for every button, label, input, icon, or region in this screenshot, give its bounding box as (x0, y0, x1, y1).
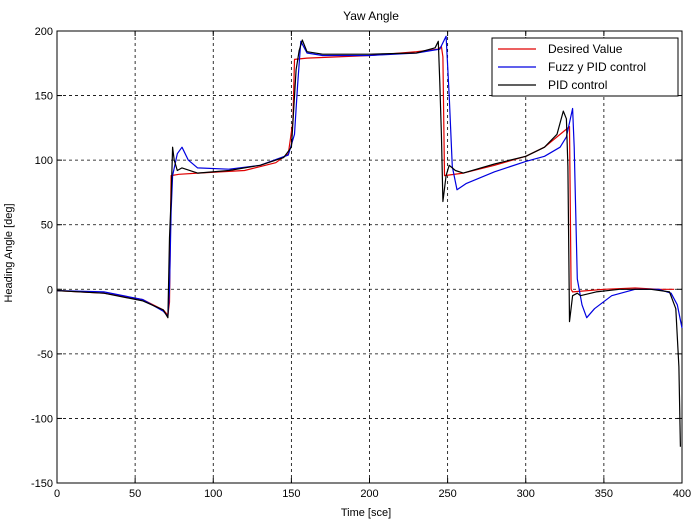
y-tick-label: 200 (35, 26, 53, 38)
legend-label-2: Fuzz y PID control (548, 60, 646, 74)
legend-label-3: PID control (548, 78, 607, 92)
x-tick-label: 400 (673, 488, 691, 500)
x-tick-label: 150 (282, 488, 300, 500)
y-tick-label: 0 (47, 284, 53, 296)
y-tick-label: 150 (35, 91, 53, 103)
x-tick-label: 100 (204, 488, 222, 500)
grid (57, 31, 682, 483)
y-tick-label: 100 (35, 155, 53, 167)
x-tick-labels: 0 50 100 150 200 250 300 350 400 (54, 31, 691, 500)
x-tick-label: 50 (129, 488, 141, 500)
y-tick-labels: -150 -100 -50 0 50 100 150 200 (31, 26, 682, 490)
y-tick-label: 50 (41, 220, 53, 232)
x-axis-label: Time [sce] (341, 507, 391, 519)
series-line-2 (56, 35, 683, 329)
y-tick-label: -150 (31, 478, 53, 490)
x-tick-label: 350 (595, 488, 613, 500)
x-tick-label: 200 (360, 488, 378, 500)
y-axis-label: Heading Angle [deg] (3, 203, 15, 302)
series-layer (56, 35, 683, 447)
chart-title: Yaw Angle (343, 9, 399, 23)
x-tick-label: 300 (517, 488, 535, 500)
series-line-3 (56, 39, 681, 447)
x-tick-label: 250 (438, 488, 456, 500)
y-tick-label: -100 (31, 413, 53, 425)
legend-label-1: Desired Value (548, 42, 623, 56)
legend: Desired Value Fuzz y PID control PID contr… (491, 37, 679, 97)
y-tick-label: -50 (37, 349, 53, 361)
x-tick-label: 0 (54, 488, 60, 500)
